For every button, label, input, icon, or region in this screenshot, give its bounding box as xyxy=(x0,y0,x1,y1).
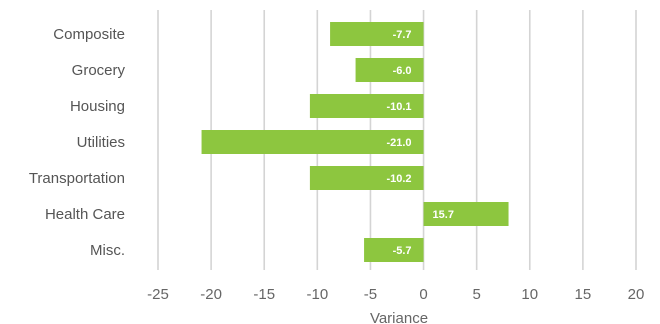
x-tick-label: 0 xyxy=(419,286,427,303)
data-label: -7.7 xyxy=(393,29,412,41)
x-axis-title: Variance xyxy=(370,310,428,324)
category-labels: Composite Grocery Housing Utilities Transpor… xyxy=(29,26,126,259)
x-tick-label: -15 xyxy=(253,286,275,303)
x-tick-label: -10 xyxy=(306,286,328,303)
bar-misc xyxy=(364,238,424,262)
x-tick-label: 10 xyxy=(521,286,538,303)
x-tick-label: 15 xyxy=(575,286,592,303)
category-label: Transportation xyxy=(29,170,125,187)
bar-transportation xyxy=(309,166,424,190)
data-label: -5.7 xyxy=(393,245,412,257)
data-label: -10.1 xyxy=(386,101,411,113)
x-tick-label: -20 xyxy=(200,286,222,303)
category-label: Misc. xyxy=(90,242,125,259)
category-label: Housing xyxy=(70,98,125,115)
bars: -7.7 -6.0 -10.1 -21.0 -10.2 15.7 -5.7 xyxy=(201,22,509,262)
x-tick-labels: -25 -20 -15 -10 -5 0 5 10 15 20 xyxy=(147,286,644,303)
bar-grocery xyxy=(355,58,424,82)
category-label: Health Care xyxy=(45,206,125,223)
x-tick-label: 20 xyxy=(628,286,645,303)
data-label: -21.0 xyxy=(386,137,411,149)
category-label: Utilities xyxy=(77,134,125,151)
x-tick-label: 5 xyxy=(472,286,480,303)
x-tick-label: -25 xyxy=(147,286,169,303)
bar-composite xyxy=(330,22,424,46)
bar-utilities xyxy=(201,130,424,154)
data-label: 15.7 xyxy=(433,209,454,221)
category-label: Composite xyxy=(53,26,125,43)
category-label: Grocery xyxy=(72,62,126,79)
data-label: -6.0 xyxy=(393,65,412,77)
bar-health-care xyxy=(423,202,509,226)
x-tick-label: -5 xyxy=(364,286,377,303)
bar-housing xyxy=(309,94,424,118)
data-label: -10.2 xyxy=(386,173,411,185)
